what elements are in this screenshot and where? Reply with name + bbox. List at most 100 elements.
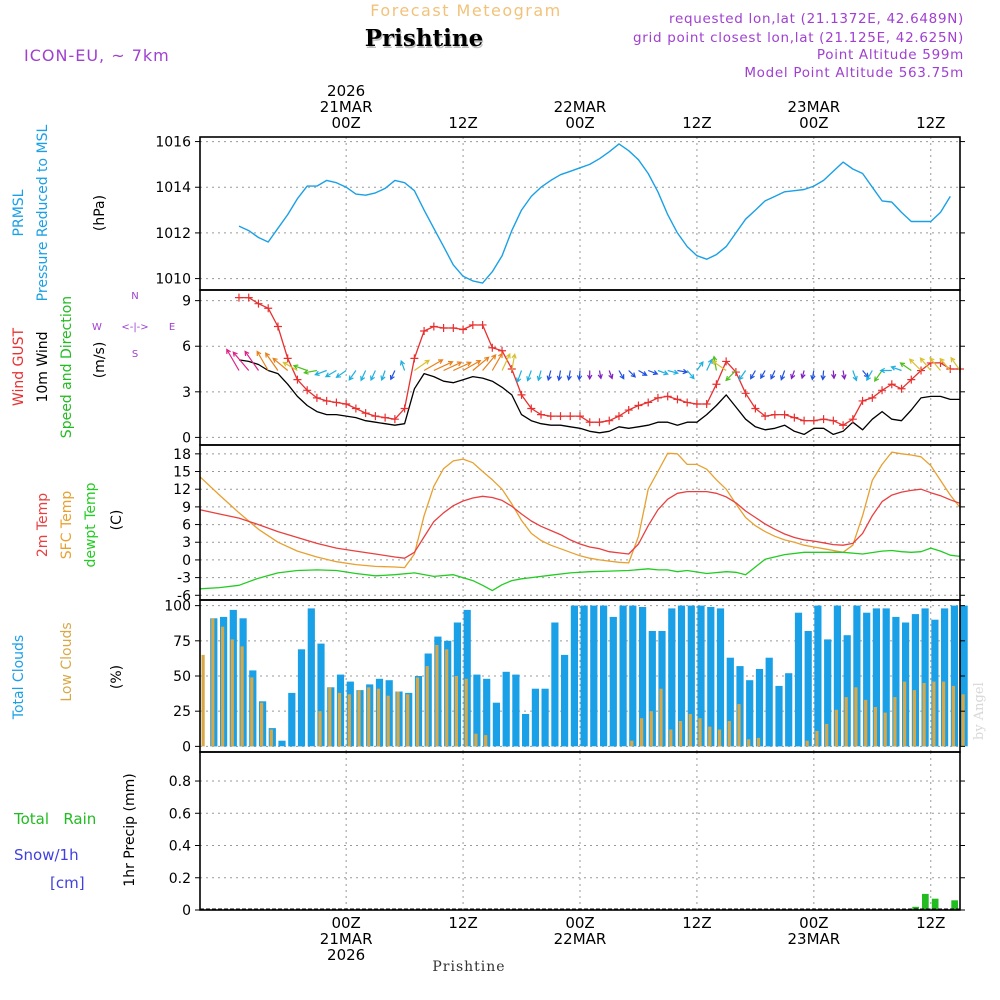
wind-gust-point (332, 398, 341, 407)
low-clouds-bar (454, 676, 458, 747)
low-clouds-bar (912, 690, 916, 747)
low-clouds-bar (221, 626, 225, 747)
low-clouds-bar (415, 677, 420, 747)
y-tick-label: 1014 (155, 180, 191, 196)
wind-direction-arrow (433, 360, 454, 372)
low-clouds-bar (805, 740, 809, 747)
low-clouds-bar (260, 702, 264, 747)
wind-direction-arrow (738, 370, 747, 381)
point-altitude: Point Altitude 599m (817, 47, 964, 63)
low-clouds-bar (474, 733, 478, 747)
total-clouds-bar (746, 680, 754, 747)
wind-gust-point (400, 404, 409, 413)
wind-direction-arrow (638, 369, 648, 376)
wind-gust-point (848, 415, 857, 424)
low-clouds-bar (961, 694, 965, 747)
model-altitude: Model Point Altitude 563.75m (744, 65, 964, 81)
wind-unit: (m/s) (92, 342, 108, 379)
wind-gust-point (644, 398, 653, 407)
wind-direction-arrow (232, 351, 250, 371)
total-clouds-bar (765, 657, 773, 747)
wind-gust-point (351, 404, 360, 413)
panel-frame-pressure (199, 136, 961, 291)
low-clouds-bar (834, 709, 838, 747)
y-tick-label: 100 (164, 599, 191, 615)
wind-label-gust: Wind GUST (11, 327, 27, 406)
y-tick-label: 6 (182, 339, 191, 355)
y-tick-label: 1012 (155, 226, 191, 242)
total-clouds-bar (668, 608, 676, 747)
total-clouds-bar (609, 616, 617, 747)
wind-direction-arrow (929, 357, 941, 371)
model-label: ICON-EU, ~ 7km (24, 46, 170, 65)
wind-gust-point (371, 412, 380, 421)
y-tick-label: 0 (182, 430, 191, 446)
wind-gust-point (410, 354, 419, 363)
product-title: Forecast Meteogram (370, 1, 561, 20)
low-clouds-bar (922, 683, 926, 747)
wind-gust-point (322, 396, 331, 405)
wind-direction-arrow (335, 370, 347, 379)
wind-direction-arrow (800, 370, 806, 380)
wind-gust-point (585, 418, 594, 427)
top-time-label: 23MAR (787, 98, 840, 116)
rain-bar (922, 893, 929, 910)
wind-gust-point (722, 357, 731, 366)
total-clouds-bar (755, 669, 764, 747)
wind-direction-arrow (780, 370, 786, 381)
wind-gust-point (673, 395, 682, 404)
total-clouds-bar (502, 671, 510, 747)
wind-direction-arrow (303, 369, 318, 375)
wind-gust-point (303, 386, 312, 395)
wind-gust-point (946, 365, 955, 374)
total-clouds-bar (950, 605, 958, 747)
low-clouds-bar (815, 730, 819, 747)
total-clouds-bar (697, 605, 705, 747)
low-clouds-bar (864, 699, 868, 747)
wind-direction-arrow (324, 369, 337, 378)
total-clouds-bar (707, 607, 715, 747)
wind-gust-point (488, 343, 497, 352)
bottom-time-label: 22MAR (554, 930, 607, 948)
low-clouds-bar (854, 687, 858, 747)
top-time-label: 12Z (916, 114, 945, 132)
total-clouds-bar (561, 654, 569, 747)
total-clouds-bar (570, 605, 578, 747)
wind-direction-arrow (750, 370, 756, 380)
total-clouds-bar (687, 605, 695, 747)
total-clouds-bar (726, 657, 734, 747)
y-tick-label: 25 (173, 704, 191, 720)
wind-gust-point (702, 399, 711, 408)
2m-temp-line (199, 488, 961, 559)
wind-direction-arrow (908, 358, 922, 371)
wind-direction-arrow (587, 370, 593, 381)
wind-gust-point (429, 322, 438, 331)
total-clouds-bar (307, 608, 315, 747)
total-clouds-bar (853, 605, 861, 747)
wind-gust-point (634, 401, 643, 410)
total-clouds-bar (921, 608, 929, 747)
wind-direction-arrow (576, 370, 583, 381)
panel-frame-wind (199, 289, 961, 446)
wind-direction-arrow (677, 368, 689, 375)
wind-direction-arrow (950, 356, 961, 371)
total-clouds-bar (775, 685, 783, 747)
total-clouds-bar (531, 688, 539, 747)
low-clouds-bar (659, 688, 663, 747)
wind-gust-point (624, 406, 633, 415)
wind-gust-point (897, 384, 906, 393)
low-clouds-bar (396, 691, 400, 747)
pressure-line (238, 143, 951, 284)
wind-gust-point (420, 327, 429, 336)
precip-unit: 1hr Precip (mm) (122, 773, 138, 886)
total-clouds-bar (833, 605, 841, 747)
total-clouds-bar (911, 614, 919, 747)
compass-e: E (169, 322, 175, 333)
wind-direction-arrow (414, 359, 431, 371)
total-clouds-bar (892, 616, 900, 747)
low-clouds-bar (893, 697, 897, 747)
total-clouds-bar (278, 740, 286, 747)
wind-gust-point (683, 398, 692, 407)
bottom-time-label: 2026 (327, 946, 365, 964)
total-clouds-bar (288, 692, 296, 747)
